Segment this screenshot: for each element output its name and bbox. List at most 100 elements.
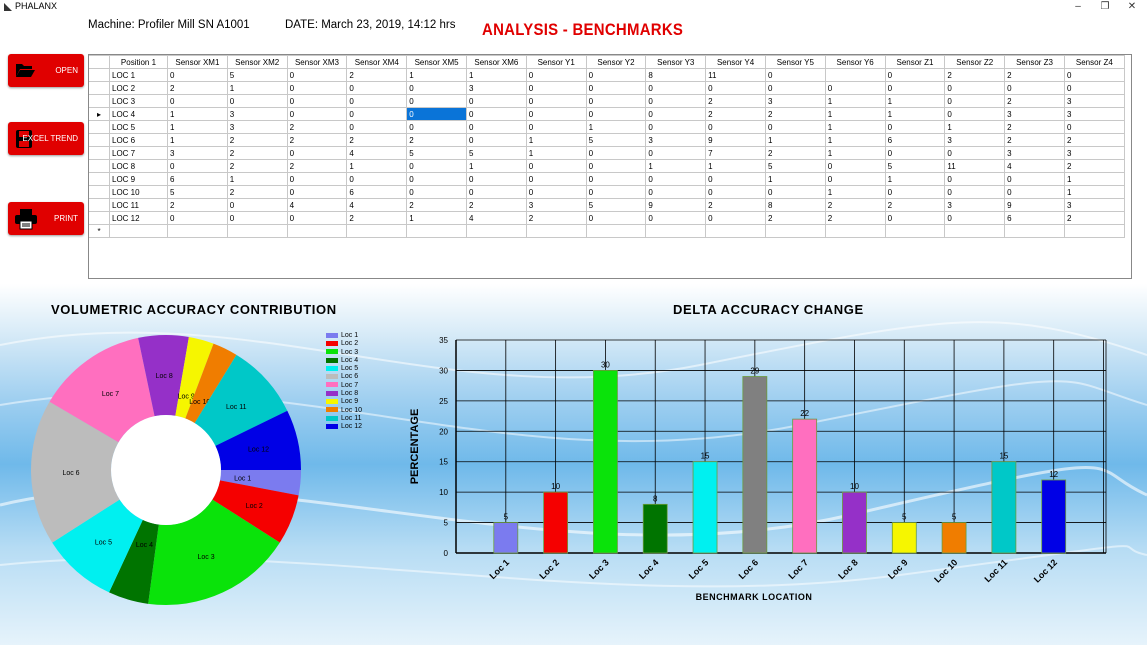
table-cell[interactable]: 2 xyxy=(286,159,348,173)
table-cell[interactable]: 0 xyxy=(465,172,527,186)
table-cell[interactable]: 0 xyxy=(645,146,707,160)
table-cell[interactable]: 1 xyxy=(1063,172,1125,186)
table-cell[interactable]: 2 xyxy=(1004,120,1065,134)
table-cell[interactable]: 1 xyxy=(167,133,228,147)
table-cell[interactable]: 0 xyxy=(465,107,527,121)
table-cell[interactable]: 0 xyxy=(286,81,348,95)
table-cell[interactable]: 0 xyxy=(286,211,348,225)
table-cell[interactable]: 0 xyxy=(465,120,527,134)
table-cell[interactable]: 0 xyxy=(1004,172,1065,186)
column-header[interactable]: Sensor XM1 xyxy=(167,55,228,69)
table-cell[interactable]: 1 xyxy=(465,68,527,82)
table-cell[interactable] xyxy=(167,224,228,238)
table-cell[interactable]: 1 xyxy=(525,146,587,160)
table-cell[interactable]: 2 xyxy=(824,211,886,225)
table-cell[interactable] xyxy=(1004,224,1065,238)
table-cell[interactable]: LOC 10 xyxy=(109,185,168,199)
table-cell[interactable]: 0 xyxy=(645,185,707,199)
row-header[interactable] xyxy=(89,120,110,134)
table-cell[interactable]: 1 xyxy=(764,133,826,147)
table-cell[interactable]: 0 xyxy=(346,81,408,95)
table-cell[interactable]: 3 xyxy=(1004,107,1065,121)
table-cell[interactable]: 0 xyxy=(645,211,707,225)
column-header[interactable]: Sensor XM3 xyxy=(286,55,348,69)
table-cell[interactable]: 0 xyxy=(705,185,766,199)
table-cell[interactable]: 0 xyxy=(286,94,348,108)
table-cell[interactable]: 0 xyxy=(944,211,1006,225)
close-button[interactable]: ✕ xyxy=(1127,1,1137,12)
table-cell[interactable]: 1 xyxy=(645,159,707,173)
row-header[interactable] xyxy=(89,159,110,173)
row-header[interactable] xyxy=(89,133,110,147)
table-row[interactable]: LOC 10 5 2 0 6 0 0 0 0 0 0 0 1 0 0 0 1 xyxy=(89,185,1125,199)
table-cell[interactable]: 11 xyxy=(944,159,1006,173)
excel-trend-button[interactable]: EXCEL TREND xyxy=(8,122,84,155)
table-cell[interactable]: 9 xyxy=(1004,198,1065,212)
column-header[interactable]: Sensor Y4 xyxy=(705,55,766,69)
table-cell[interactable]: 2 xyxy=(1063,133,1125,147)
table-cell[interactable]: 2 xyxy=(1004,68,1065,82)
table-cell[interactable]: 0 xyxy=(406,81,467,95)
row-header[interactable] xyxy=(89,146,110,160)
table-cell[interactable]: 1 xyxy=(167,107,228,121)
table-cell[interactable]: 1 xyxy=(406,211,467,225)
table-cell[interactable]: 5 xyxy=(167,185,228,199)
table-cell[interactable] xyxy=(109,224,168,238)
table-cell[interactable] xyxy=(884,224,946,238)
table-cell[interactable]: 0 xyxy=(585,211,647,225)
table-cell[interactable]: 6 xyxy=(1004,211,1065,225)
new-row[interactable]: * xyxy=(89,224,1125,238)
column-header[interactable]: Sensor Z1 xyxy=(884,55,946,69)
table-cell[interactable]: 0 xyxy=(226,211,288,225)
table-cell[interactable]: 0 xyxy=(346,172,408,186)
row-header[interactable] xyxy=(89,172,110,186)
table-cell[interactable]: LOC 5 xyxy=(109,120,168,134)
table-cell[interactable]: 5 xyxy=(406,146,467,160)
table-cell[interactable]: 0 xyxy=(167,68,228,82)
table-cell[interactable]: 2 xyxy=(1063,159,1125,173)
table-cell[interactable]: 1 xyxy=(764,172,826,186)
table-cell[interactable]: 2 xyxy=(226,185,288,199)
table-cell[interactable]: 2 xyxy=(824,198,886,212)
table-cell[interactable]: 3 xyxy=(1063,146,1125,160)
table-cell[interactable]: 0 xyxy=(406,107,467,121)
table-cell[interactable]: 0 xyxy=(406,94,467,108)
table-cell[interactable]: 8 xyxy=(645,68,707,82)
table-cell[interactable]: 0 xyxy=(824,159,886,173)
table-cell[interactable]: 1 xyxy=(525,133,587,147)
table-cell[interactable]: 2 xyxy=(764,107,826,121)
table-cell[interactable]: 1 xyxy=(167,120,228,134)
table-cell[interactable]: 0 xyxy=(645,107,707,121)
table-cell[interactable] xyxy=(286,224,348,238)
column-header[interactable]: Sensor XM6 xyxy=(465,55,527,69)
table-cell[interactable]: 2 xyxy=(1063,211,1125,225)
table-row[interactable]: LOC 11 2 0 4 4 2 2 3 5 9 2 8 2 2 3 9 3 xyxy=(89,198,1125,212)
table-cell[interactable]: 2 xyxy=(167,198,228,212)
table-cell[interactable]: 0 xyxy=(1004,81,1065,95)
table-cell[interactable]: 0 xyxy=(465,133,527,147)
table-cell[interactable]: 0 xyxy=(884,81,946,95)
table-cell[interactable]: 5 xyxy=(585,198,647,212)
table-cell[interactable]: 0 xyxy=(585,146,647,160)
table-cell[interactable]: 2 xyxy=(525,211,587,225)
table-cell[interactable] xyxy=(645,224,707,238)
table-cell[interactable] xyxy=(406,224,467,238)
table-cell[interactable] xyxy=(465,224,527,238)
table-cell[interactable]: 3 xyxy=(645,133,707,147)
table-cell[interactable]: 2 xyxy=(944,68,1006,82)
row-header[interactable] xyxy=(89,198,110,212)
table-cell[interactable]: 2 xyxy=(406,133,467,147)
table-cell[interactable]: 0 xyxy=(944,94,1006,108)
table-cell[interactable]: 0 xyxy=(645,81,707,95)
table-cell[interactable]: 5 xyxy=(585,133,647,147)
table-cell[interactable]: 4 xyxy=(465,211,527,225)
table-cell[interactable]: 0 xyxy=(286,146,348,160)
table-cell[interactable]: 0 xyxy=(884,146,946,160)
table-cell[interactable]: 0 xyxy=(525,185,587,199)
table-cell[interactable]: 5 xyxy=(226,68,288,82)
table-cell[interactable]: 2 xyxy=(764,211,826,225)
table-cell[interactable]: 3 xyxy=(167,146,228,160)
table-cell[interactable]: 0 xyxy=(884,120,946,134)
